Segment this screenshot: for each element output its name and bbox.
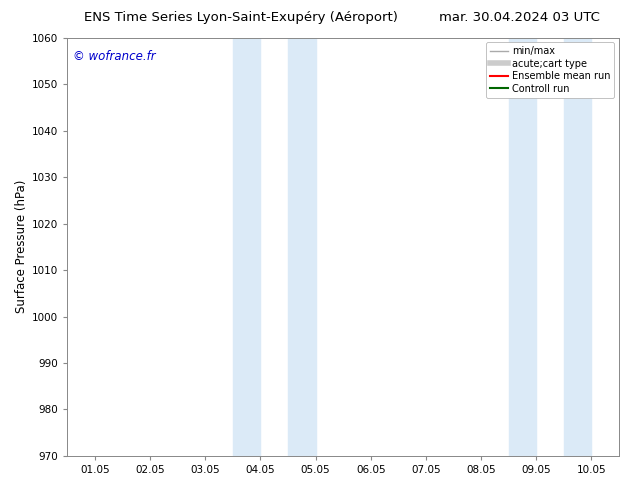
Text: ENS Time Series Lyon-Saint-Exupéry (Aéroport): ENS Time Series Lyon-Saint-Exupéry (Aéro… bbox=[84, 11, 398, 24]
Text: © wofrance.fr: © wofrance.fr bbox=[73, 50, 155, 63]
Text: mar. 30.04.2024 03 UTC: mar. 30.04.2024 03 UTC bbox=[439, 11, 600, 24]
Bar bbox=[288, 38, 316, 456]
Bar bbox=[508, 38, 536, 456]
Legend: min/max, acute;cart type, Ensemble mean run, Controll run: min/max, acute;cart type, Ensemble mean … bbox=[486, 43, 614, 98]
Bar bbox=[233, 38, 261, 456]
Y-axis label: Surface Pressure (hPa): Surface Pressure (hPa) bbox=[15, 180, 28, 314]
Bar bbox=[564, 38, 592, 456]
